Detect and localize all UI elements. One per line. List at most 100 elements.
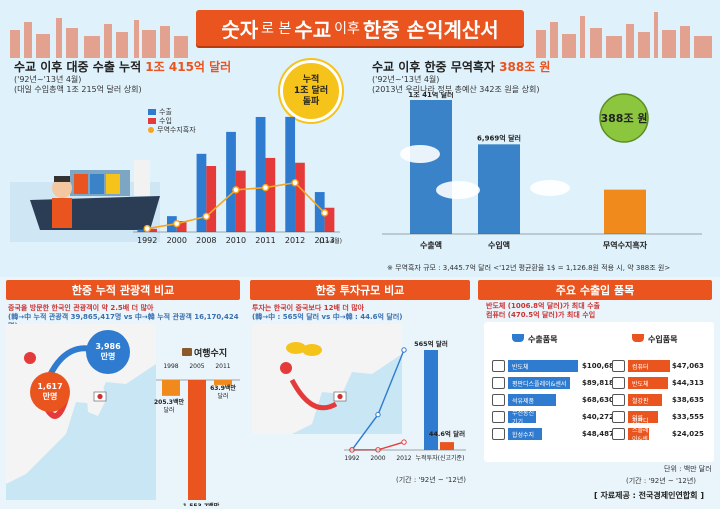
travel-1998-label: 205.3백만 xyxy=(154,398,184,406)
x-tick-label: 2013 xyxy=(314,236,334,245)
travel-2011-label: 63.9백만 xyxy=(210,384,236,392)
year-label: 1998 xyxy=(163,363,178,370)
surplus-point xyxy=(320,209,329,217)
export-item-value: $48,487 xyxy=(582,430,614,438)
export-bar xyxy=(255,116,266,232)
export-item-value: $100,683 xyxy=(582,362,619,370)
surplus-title-value: 388조 원 xyxy=(499,60,551,74)
surplus-point xyxy=(173,219,181,228)
export-note: (대일 수입총액 1조 215억 달러 상회) xyxy=(14,85,142,94)
surplus-point xyxy=(261,183,270,192)
tourism-heading: 한중 누적 관광객 비교 xyxy=(6,280,240,300)
items-heading: 주요 수출입 품목 xyxy=(478,280,712,300)
year-label: 2012 xyxy=(396,455,411,462)
header: 숫자 로 본 수교 이후 한중 손익계산서 xyxy=(0,0,720,58)
china-investment-point xyxy=(401,439,407,445)
travel-2005-label: 1,553.7백만 xyxy=(183,502,220,506)
import-item-bar: 철강판 xyxy=(628,394,663,406)
import-items-title: 수입품목 xyxy=(632,334,677,345)
korea-investment-point xyxy=(375,411,381,418)
export-bar xyxy=(226,131,236,232)
investment-line1: 투자는 한국이 중국보다 12배 더 많아 xyxy=(252,304,365,312)
investment-heading: 한중 투자규모 비교 xyxy=(250,280,470,300)
travel-balance-bar xyxy=(214,380,232,385)
import-item-bar: 컴퓨터 xyxy=(628,360,670,372)
export-item-bar: 합성수지 xyxy=(508,428,542,440)
x-tick-label: 2010 xyxy=(226,236,246,245)
tourism-line1: 중국을 방문한 한국인 관광객이 약 2.5배 더 많아 xyxy=(8,304,154,312)
import-bar xyxy=(176,221,187,232)
travel-balance-bar xyxy=(188,380,206,500)
import-item-bar: 반도체 xyxy=(628,377,668,389)
export-item-bar: 평판디스플레이&센서 xyxy=(508,377,571,389)
import-item-value: $38,635 xyxy=(672,396,704,404)
korea-investment-point xyxy=(401,347,407,353)
investment-summary: 투자는 한국이 중국보다 12배 더 많아 (韓→中 : 565억 달러 vs … xyxy=(252,304,472,322)
export-item-icon xyxy=(492,360,505,372)
surplus-point xyxy=(291,179,299,187)
export-item-value: $40,272 xyxy=(582,413,614,421)
export-item-bar: 무선통신기기 xyxy=(508,410,536,426)
import-item-icon xyxy=(612,411,625,423)
year-label: 2000 xyxy=(370,455,385,462)
export-item-icon xyxy=(492,411,505,423)
travel-balance-title: 여행수지 xyxy=(182,346,227,359)
surplus-period: ('92년~'13년 4월) xyxy=(372,75,440,84)
china-to-korea-count: 1,617 만명 xyxy=(30,372,70,412)
korea-investment-value: 565억 달러 xyxy=(414,339,448,348)
surplus-category-label: 수입액 xyxy=(488,240,510,250)
x-tick-label: 2008 xyxy=(196,236,216,245)
cloud-decoration xyxy=(400,145,440,163)
export-item-value: $89,818 xyxy=(582,379,614,387)
export-item-bar: 반도체 xyxy=(508,360,578,372)
legend-surplus: 무역수지흑자 xyxy=(148,126,196,135)
ship-icon xyxy=(632,334,644,342)
tourism-map xyxy=(6,324,156,500)
travel-1998-label: 달러 xyxy=(163,406,174,414)
year-label: 2011 xyxy=(215,363,230,370)
export-item-bar: 석유제품 xyxy=(508,394,556,406)
korea-cumulative-bar xyxy=(424,350,438,450)
surplus-category-label: 수출액 xyxy=(420,240,442,250)
export-legend: 수출 수입 무역수지흑자 xyxy=(148,108,196,135)
year-label: 2005 xyxy=(189,363,204,370)
cloud-decoration xyxy=(530,180,570,196)
items-line2: 컴퓨터 (470.5억 달러)가 최대 수입 xyxy=(486,311,596,319)
import-item-bar: 평판디스플레이&센서 xyxy=(628,418,650,452)
import-bar xyxy=(295,162,305,232)
surplus-balloon-label: 388조 원 xyxy=(600,111,647,125)
export-bar xyxy=(285,116,296,232)
surplus-balloon xyxy=(599,93,649,143)
import-bar xyxy=(324,207,335,232)
import-item-value: $44,313 xyxy=(672,379,704,387)
import-bar xyxy=(265,157,276,232)
cloud-decoration xyxy=(436,181,480,199)
imports-value-label: 6,969억 달러 xyxy=(477,133,521,142)
items-line1: 반도체 (1006.8억 달러)가 최대 수출 xyxy=(486,302,600,310)
export-period: ('92년~'13년 4월) xyxy=(14,75,82,84)
korea-investment-line xyxy=(351,349,405,451)
investment-period: (기간 : '92년 ~ '12년) xyxy=(396,476,467,484)
import-item-icon xyxy=(612,428,625,440)
exports-value-label: 1조 41억 달러 xyxy=(408,92,453,99)
import-bar xyxy=(235,170,246,232)
x-tick-note: (1~4월) xyxy=(319,237,342,245)
legend-imports: 수입 xyxy=(148,117,196,126)
travel-2011-label: 달러 xyxy=(217,392,228,400)
x-tick-label: 2000 xyxy=(167,236,187,245)
ship-illustration xyxy=(10,160,160,242)
korea-to-china-count: 3,986 만명 xyxy=(86,330,130,374)
surplus-chart-bar xyxy=(410,100,452,234)
wallet-icon xyxy=(182,348,192,356)
surplus-point xyxy=(232,186,240,194)
import-bar xyxy=(206,166,217,232)
items-summary: 반도체 (1006.8억 달러)가 최대 수출 컴퓨터 (470.5억 달러)가… xyxy=(486,302,712,320)
surplus-title-block: 수교 이후 한중 무역흑자 388조 원 ('92년~'13년 4월) (201… xyxy=(372,60,712,95)
export-bar xyxy=(137,229,148,232)
cumulative-label: 누적투자(신고기준) xyxy=(416,454,465,462)
export-title-value: 1조 415억 달러 xyxy=(145,60,232,74)
surplus-point xyxy=(143,224,151,233)
import-item-value: $33,555 xyxy=(672,413,704,421)
import-item-value: $24,025 xyxy=(672,430,704,438)
